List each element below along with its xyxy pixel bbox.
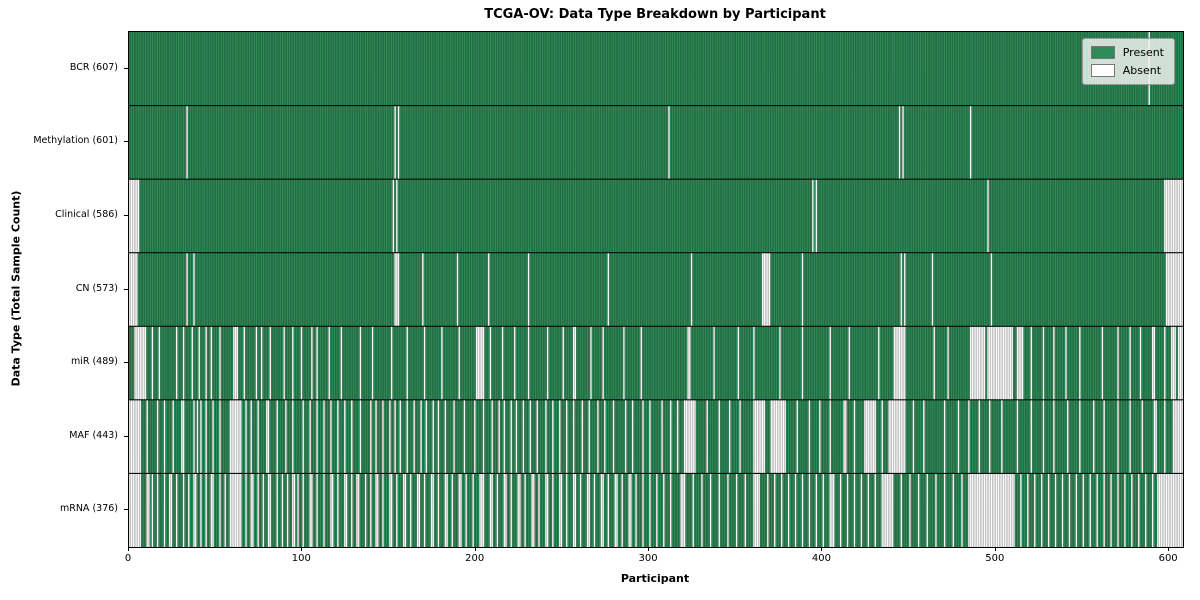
- chart-title: TCGA-OV: Data Type Breakdown by Particip…: [484, 7, 826, 22]
- row-label-CN: CN (573): [75, 282, 118, 294]
- x-tick-mark: [301, 547, 303, 551]
- row-label-MAF: MAF (443): [69, 429, 118, 441]
- x-tick-mark: [1168, 547, 1170, 551]
- y-tick-mark: [124, 214, 128, 216]
- legend-item-present: Present: [1090, 44, 1164, 62]
- x-tick-mark: [821, 547, 823, 551]
- x-tick-label: 600: [1158, 553, 1178, 564]
- x-tick-label: 0: [124, 553, 132, 564]
- x-tick-mark: [994, 547, 996, 551]
- x-tick-label: 400: [811, 553, 831, 564]
- y-tick-mark: [124, 141, 128, 143]
- x-tick-mark: [474, 547, 476, 551]
- present-swatch-icon: [1090, 46, 1115, 60]
- y-tick-mark: [124, 362, 128, 364]
- y-tick-mark: [124, 435, 128, 437]
- y-tick-mark: [124, 288, 128, 290]
- legend-label-present: Present: [1122, 46, 1164, 59]
- x-tick-mark: [128, 547, 129, 551]
- x-axis-label: Participant: [620, 572, 690, 585]
- y-tick-mark: [124, 67, 128, 69]
- x-tick-label: 100: [291, 553, 311, 564]
- plot-area: Present Absent: [128, 31, 1184, 548]
- row-label-BCR: BCR (607): [69, 61, 118, 73]
- absent-swatch-icon: [1090, 63, 1115, 77]
- row-label-Clinical: Clinical (586): [55, 208, 118, 220]
- row-label-miR: miR (489): [70, 356, 118, 368]
- y-tick-mark: [124, 509, 128, 511]
- row-label-mRNA: mRNA (376): [59, 503, 118, 515]
- x-tick-mark: [648, 547, 650, 551]
- legend-item-absent: Absent: [1090, 62, 1164, 80]
- legend-label-absent: Absent: [1122, 63, 1162, 77]
- row-label-Methylation: Methylation (601): [33, 135, 118, 147]
- x-tick-label: 200: [465, 553, 485, 564]
- heatmap-canvas: [129, 32, 1183, 547]
- x-tick-label: 300: [638, 553, 658, 564]
- legend: Present Absent: [1081, 38, 1175, 86]
- x-tick-label: 500: [985, 553, 1005, 564]
